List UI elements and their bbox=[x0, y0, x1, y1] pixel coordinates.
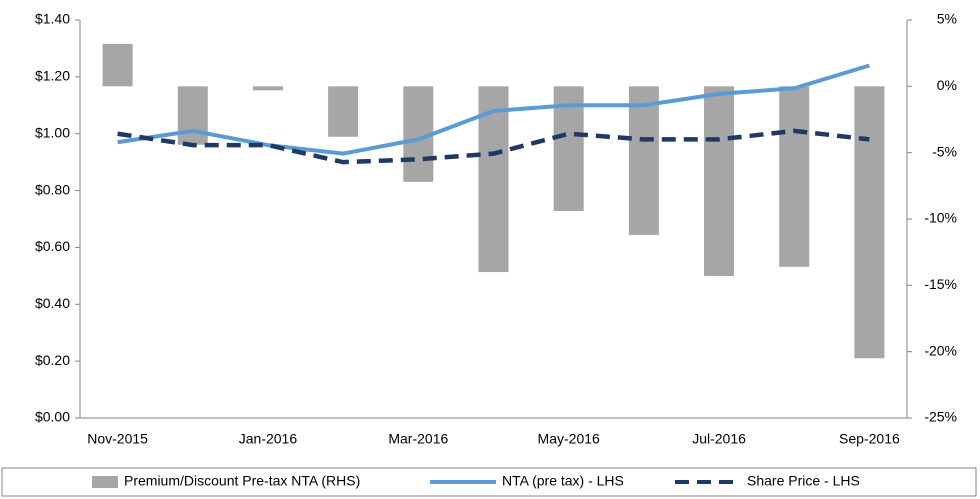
bar bbox=[478, 86, 509, 273]
bar bbox=[628, 86, 659, 235]
bar bbox=[328, 86, 359, 137]
y-tick-label: $1.00 bbox=[35, 124, 70, 140]
x-tick-label: May-2016 bbox=[538, 431, 600, 447]
y2-tick-label: -15% bbox=[924, 276, 957, 292]
x-tick-label: Nov-2015 bbox=[87, 431, 148, 447]
y-tick-label: $0.20 bbox=[35, 352, 70, 368]
bar bbox=[704, 86, 735, 277]
y2-tick-label: -20% bbox=[924, 342, 957, 358]
y2-tick-label: 5% bbox=[937, 11, 957, 27]
bar bbox=[854, 86, 885, 359]
bar bbox=[779, 86, 810, 267]
legend-swatch bbox=[92, 476, 118, 488]
x-tick-label: Jan-2016 bbox=[239, 431, 298, 447]
line bbox=[117, 63, 870, 156]
legend-label: NTA (pre tax) - LHS bbox=[502, 473, 624, 489]
y-tick-label: $1.40 bbox=[35, 11, 70, 27]
y-tick-label: $1.20 bbox=[35, 68, 70, 84]
legend-box bbox=[1, 467, 977, 497]
y-tick-label: $0.80 bbox=[35, 181, 70, 197]
bar bbox=[102, 43, 133, 87]
legend-label: Premium/Discount Pre-tax NTA (RHS) bbox=[124, 473, 360, 489]
x-tick-label: Sep-2016 bbox=[839, 431, 900, 447]
y2-tick-label: -10% bbox=[924, 210, 957, 226]
y-tick-label: $0.40 bbox=[35, 295, 70, 311]
bar bbox=[252, 86, 283, 91]
y2-tick-label: 0% bbox=[937, 77, 957, 93]
y-tick-label: $0.00 bbox=[35, 409, 70, 425]
y2-tick-label: -5% bbox=[932, 143, 957, 159]
x-tick-label: Jul-2016 bbox=[692, 431, 746, 447]
x-tick-label: Mar-2016 bbox=[388, 431, 448, 447]
line bbox=[117, 128, 870, 165]
legend-label: Share Price - LHS bbox=[747, 473, 860, 489]
y2-tick-label: -25% bbox=[924, 409, 957, 425]
bar bbox=[177, 86, 208, 145]
y-tick-label: $0.60 bbox=[35, 238, 70, 254]
